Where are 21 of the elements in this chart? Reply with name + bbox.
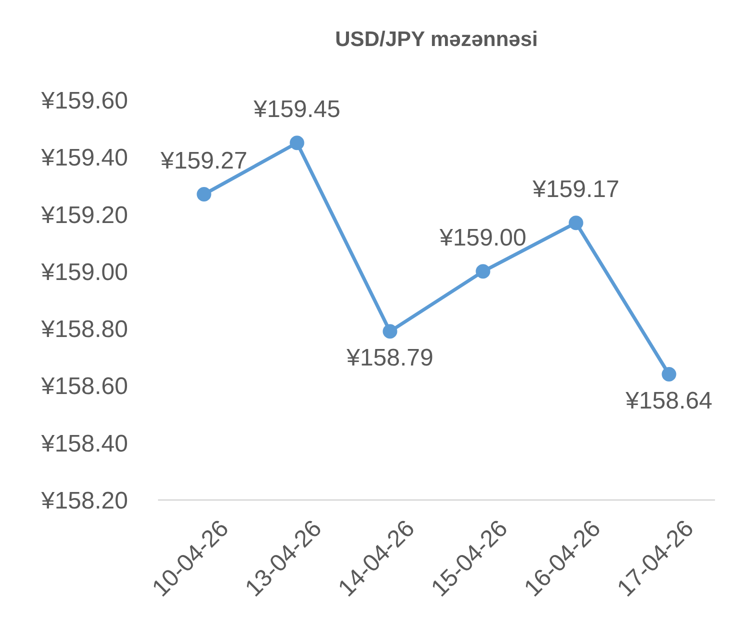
y-tick-label: ¥159.00 <box>40 258 128 286</box>
point <box>382 324 398 339</box>
y-tick-label: ¥158.40 <box>40 430 128 458</box>
point <box>662 367 676 382</box>
point <box>196 187 212 202</box>
y-tick-label: ¥159.60 <box>40 88 128 115</box>
data-label: ¥159.45 <box>252 96 340 123</box>
data-label: ¥159.17 <box>532 176 620 203</box>
y-tick-label: ¥158.20 <box>40 488 128 515</box>
chart-title: USD/JPY məzənnəsi <box>334 28 539 52</box>
y-tick-label: ¥158.60 <box>40 373 128 400</box>
y-tick-label: ¥158.80 <box>40 316 128 344</box>
y-tick-label: ¥159.40 <box>40 144 128 172</box>
data-label: ¥159.00 <box>438 224 526 252</box>
point <box>568 216 584 230</box>
data-label: ¥158.64 <box>624 387 712 414</box>
point <box>476 264 490 279</box>
y-tick-label: ¥159.20 <box>40 202 128 229</box>
data-label: ¥158.79 <box>346 344 434 372</box>
point <box>290 136 304 150</box>
data-label: ¥159.27 <box>160 147 248 174</box>
